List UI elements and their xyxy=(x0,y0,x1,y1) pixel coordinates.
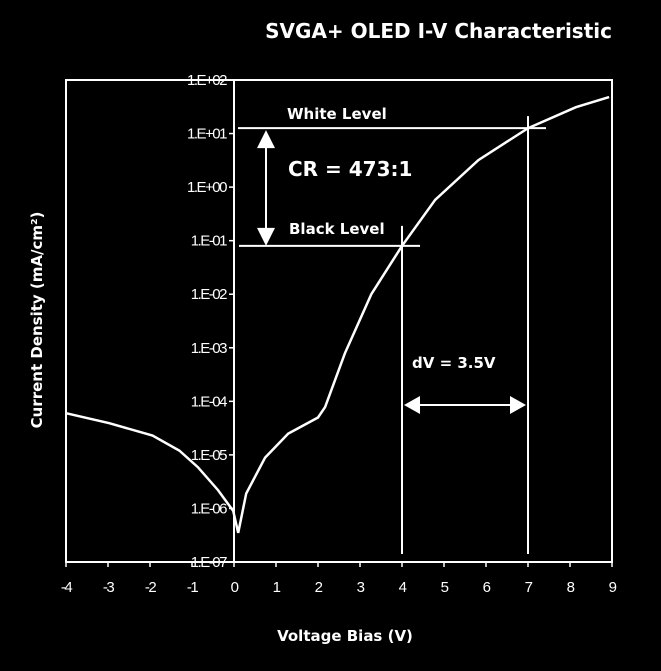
white-level-label: White Level xyxy=(287,105,387,123)
x-tick-label: 9 xyxy=(609,579,617,596)
x-tick-label: 1 xyxy=(273,579,281,596)
x-tick-label: 7 xyxy=(525,579,533,596)
y-tick-label: 1.E+00 xyxy=(187,179,227,196)
x-tick-label: 3 xyxy=(357,579,365,596)
arrow-up-icon xyxy=(257,130,275,149)
plot-frame xyxy=(65,79,613,563)
contrast-ratio-label: CR = 473:1 xyxy=(288,157,412,181)
y-tick-label: 1.E-03 xyxy=(191,340,227,357)
x-tick-label: 6 xyxy=(483,579,491,596)
y-tick-label: 1.E+01 xyxy=(187,126,227,143)
y-tick-label: 1.E-01 xyxy=(191,233,227,250)
arrow-down-icon xyxy=(257,227,275,246)
y-tick-label: 1.E+02 xyxy=(187,72,227,89)
x-tick-label: -2 xyxy=(145,579,156,596)
x-tick-label: 2 xyxy=(315,579,323,596)
y-tick-label: 1.E-06 xyxy=(191,500,227,517)
black-level-label: Black Level xyxy=(289,220,385,238)
x-tick-label: -4 xyxy=(61,579,72,596)
x-tick-label: 0 xyxy=(231,579,239,596)
x-tick-label: -3 xyxy=(103,579,114,596)
x-tick-label: 8 xyxy=(567,579,575,596)
x-tick-label: 5 xyxy=(441,579,449,596)
x-tick-label: -1 xyxy=(187,579,198,596)
x-tick-label: 4 xyxy=(399,579,407,596)
arrow-right-icon xyxy=(510,396,526,414)
delta-v-label: dV = 3.5V xyxy=(412,354,496,372)
series-line xyxy=(65,95,610,534)
chart-title: SVGA+ OLED I-V Characteristic xyxy=(265,19,612,43)
y-tick-label: 1.E-02 xyxy=(191,286,227,303)
y-tick-label: 1.E-07 xyxy=(191,554,227,571)
x-axis-label: Voltage Bias (V) xyxy=(277,627,413,645)
y-tick-label: 1.E-04 xyxy=(191,393,227,410)
y-tick-label: 1.E-05 xyxy=(191,447,227,464)
arrow-left-icon xyxy=(404,396,420,414)
y-axis-label: Current Density (mA/cm²) xyxy=(28,212,46,429)
